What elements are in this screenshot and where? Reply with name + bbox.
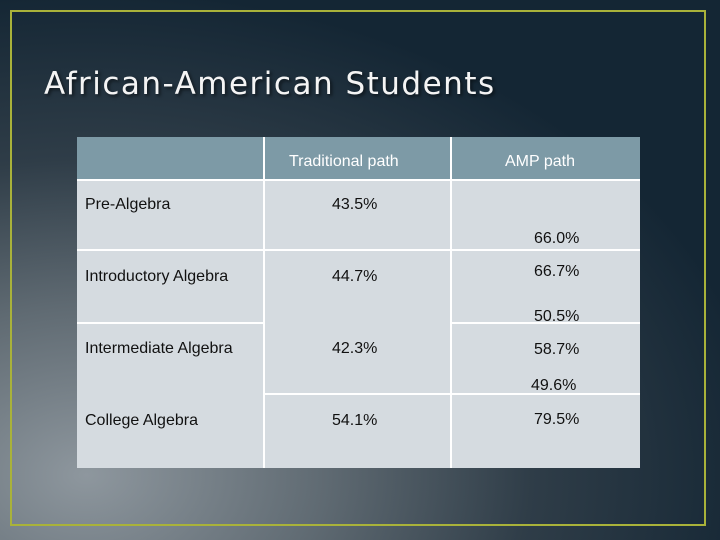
row-label-college-algebra: College Algebra — [85, 412, 198, 429]
column-divider-1 — [263, 137, 265, 468]
amp-value-college-algebra: 79.5% — [534, 411, 580, 428]
header-amp-path: AMP path — [505, 153, 575, 170]
row-label-introductory-algebra: Introductory Algebra — [85, 268, 229, 285]
amp-value-introductory-algebra-2: 50.5% — [534, 308, 580, 325]
traditional-value-pre-algebra: 43.5% — [332, 196, 378, 213]
row-divider-1-left — [77, 249, 265, 251]
amp-value-introductory-algebra-1: 66.7% — [534, 263, 580, 280]
traditional-value-college-algebra: 54.1% — [332, 412, 378, 429]
row-divider-2-right — [452, 322, 640, 324]
traditional-value-introductory-algebra: 44.7% — [332, 268, 378, 285]
amp-value-intermediate-algebra-2: 49.6% — [531, 377, 577, 394]
header-traditional-path: Traditional path — [289, 153, 399, 170]
slide-frame — [10, 10, 706, 526]
row-label-intermediate-algebra: Intermediate Algebra — [85, 340, 233, 357]
header-divider — [77, 179, 640, 181]
row-divider-3-right — [265, 393, 640, 395]
row-divider-2-left — [77, 322, 265, 324]
traditional-value-intermediate-algebra: 42.3% — [332, 340, 378, 357]
amp-value-intermediate-algebra-1: 58.7% — [534, 341, 580, 358]
amp-value-pre-algebra: 66.0% — [534, 230, 580, 247]
row-label-pre-algebra: Pre-Algebra — [85, 196, 171, 213]
table-header-row — [77, 137, 640, 179]
column-divider-2 — [450, 137, 452, 468]
row-divider-1-right — [265, 249, 640, 251]
slide-title: African-American Students — [44, 66, 496, 102]
results-table: Traditional path AMP path Pre-Algebra In… — [77, 137, 640, 468]
